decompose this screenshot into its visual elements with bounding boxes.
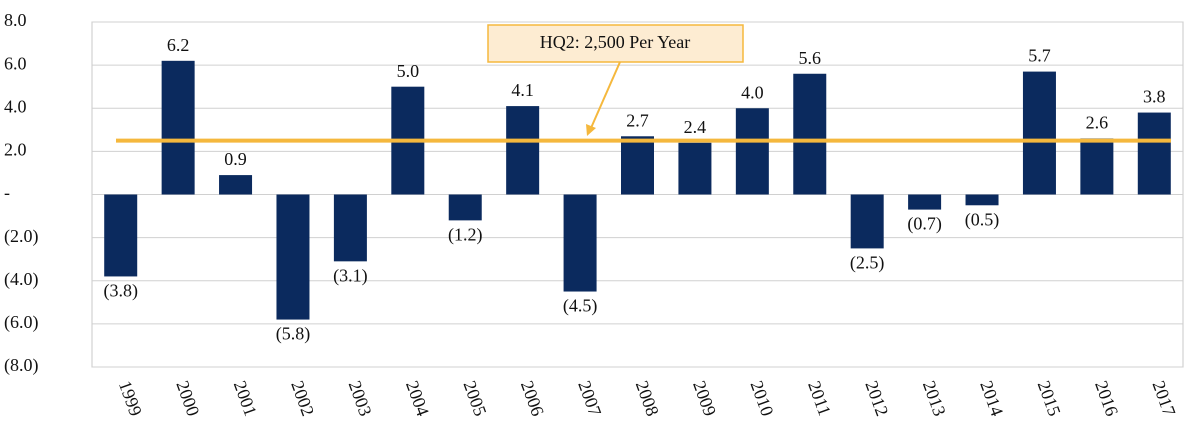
x-tick-label: 2010 [747, 378, 778, 419]
value-label: 5.7 [1028, 46, 1051, 66]
y-tick-label: 2.0 [4, 140, 27, 160]
value-label: 2.6 [1086, 113, 1109, 133]
x-tick-label: 2013 [919, 378, 950, 419]
value-label: 3.8 [1143, 87, 1166, 107]
bar [506, 106, 540, 195]
y-tick-label: - [4, 183, 10, 203]
value-label: 5.6 [799, 48, 822, 68]
y-tick-label: 4.0 [4, 96, 27, 116]
value-label: 4.0 [741, 82, 764, 102]
x-tick-label: 2003 [345, 378, 376, 419]
bar [219, 175, 253, 195]
x-tick-label: 2004 [402, 378, 433, 419]
annotation-box [487, 24, 744, 63]
x-tick-label: 2001 [230, 378, 261, 419]
bar [735, 108, 769, 195]
value-label: (5.8) [276, 324, 311, 345]
bar [448, 194, 482, 221]
bar [908, 194, 942, 210]
x-tick-label: 2017 [1148, 378, 1179, 419]
bar [621, 136, 654, 195]
bar [1080, 138, 1114, 195]
y-tick-label: 8.0 [4, 10, 27, 30]
bar [161, 60, 195, 195]
value-label: 5.0 [397, 61, 420, 81]
value-label: (3.1) [333, 265, 368, 286]
bar [104, 194, 138, 277]
value-label: (3.8) [103, 281, 138, 302]
arrow-head [586, 124, 596, 136]
bar [563, 194, 597, 292]
bar [276, 194, 310, 320]
x-tick-label: 1999 [115, 378, 146, 419]
value-label: (0.7) [907, 214, 942, 235]
x-tick-label: 2006 [517, 378, 548, 419]
x-tick-label: 2011 [804, 378, 835, 418]
x-tick-label: 2000 [172, 378, 203, 419]
value-label: (2.5) [850, 253, 885, 274]
x-tick-label: 2016 [1091, 378, 1122, 419]
bar [333, 194, 367, 262]
bar [793, 73, 827, 195]
value-label: 4.1 [511, 80, 534, 100]
x-tick-label: 2002 [287, 378, 318, 419]
bar [850, 194, 884, 249]
value-label: 6.2 [167, 35, 190, 55]
annotation-arrow [590, 61, 621, 129]
value-label: 2.7 [626, 110, 649, 130]
bar [678, 142, 712, 195]
value-label: 2.4 [684, 117, 707, 137]
y-tick-label: (6.0) [4, 312, 39, 333]
x-tick-label: 2014 [976, 378, 1007, 419]
y-tick-label: 6.0 [4, 53, 27, 73]
bar [1137, 112, 1171, 195]
x-tick-label: 2007 [574, 378, 605, 419]
x-tick-label: 2005 [459, 378, 490, 419]
y-tick-label: (4.0) [4, 269, 39, 290]
x-tick-label: 2009 [689, 378, 720, 419]
value-label: (1.2) [448, 225, 483, 246]
y-tick-label: (8.0) [4, 355, 39, 376]
value-label: (4.5) [563, 296, 598, 317]
bar [1022, 71, 1056, 195]
annotation: HQ2: 2,500 Per Year [540, 32, 691, 52]
value-label: 0.9 [224, 149, 247, 169]
y-tick-label: (2.0) [4, 226, 39, 247]
bar [965, 194, 999, 206]
value-label: (0.5) [965, 209, 1000, 230]
x-tick-label: 2008 [632, 378, 663, 419]
x-tick-label: 2012 [861, 378, 892, 419]
x-tick-label: 2015 [1034, 378, 1065, 419]
